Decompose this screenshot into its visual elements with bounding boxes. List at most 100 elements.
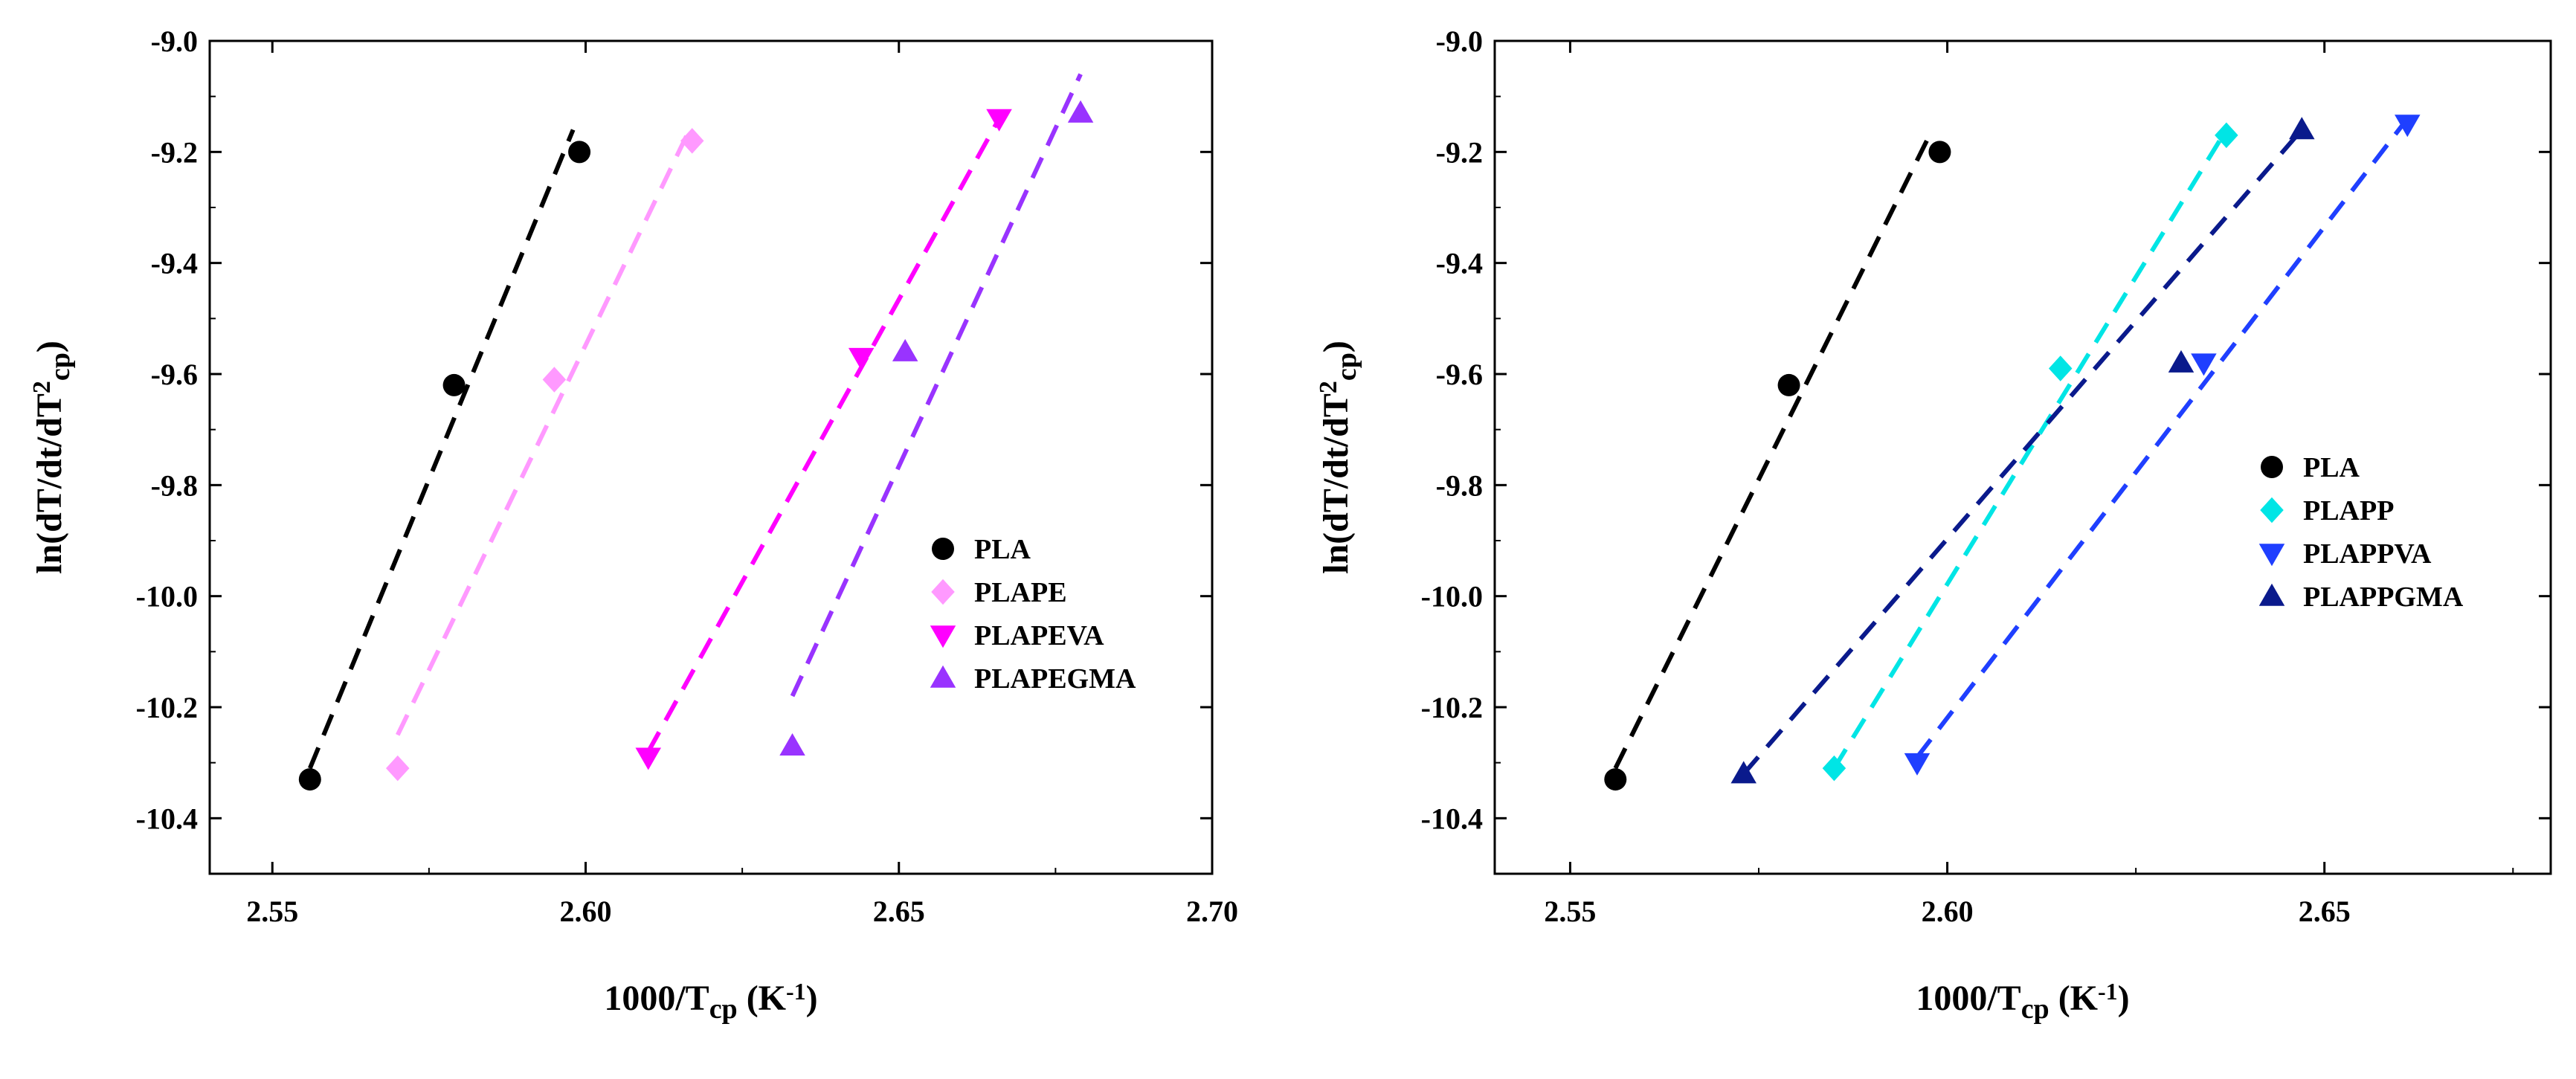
data-point-plape bbox=[680, 128, 704, 154]
legend-label: PLAPEGMA bbox=[974, 663, 1136, 695]
data-point-plapegma bbox=[892, 338, 918, 361]
y-axis-title-sub: cp bbox=[1331, 352, 1362, 381]
fit-line-plappgma bbox=[1742, 128, 2304, 776]
data-point-pla bbox=[298, 768, 321, 791]
data-point-pla bbox=[442, 373, 466, 396]
y-axis-title-sub: cp bbox=[45, 352, 76, 381]
x-axis-title-unit: (K bbox=[738, 979, 786, 1018]
x-axis-title: 1000/Tcp (K-1) bbox=[604, 978, 817, 1025]
data-point-plapp bbox=[2048, 355, 2073, 381]
legend-label: PLA bbox=[974, 534, 1031, 565]
chart-panel-1: 2.55 2.60 2.65 2.70 -9.0 -9.2 -9.4 -9.6 -9.8 -10.… bbox=[28, 25, 1238, 1025]
y-tick-label: -10.2 bbox=[1421, 691, 1483, 724]
data-point-plappva bbox=[1904, 753, 1931, 776]
data-point-plape bbox=[542, 367, 567, 393]
x-axis-title-sup: -1 bbox=[2098, 978, 2118, 1005]
y-axis-title: ln(dT/dt/dT2cp) bbox=[28, 341, 77, 574]
y-tick-label: -9.6 bbox=[151, 358, 198, 391]
x-axis-title-sub: cp bbox=[2021, 993, 2049, 1025]
legend-marker-plapegma bbox=[930, 665, 956, 688]
fit-line-pla bbox=[308, 129, 576, 770]
fit-line-plapp bbox=[1832, 128, 2229, 770]
data-point-plapeva bbox=[635, 747, 661, 770]
y-tick-label: -9.6 bbox=[1436, 358, 1483, 391]
data-point-plapegma bbox=[1067, 100, 1094, 123]
data-point-plappva bbox=[2191, 353, 2217, 376]
x-axis-title-close: ) bbox=[806, 979, 818, 1018]
y-axis-title-main: ln(dT/dt/dT bbox=[30, 393, 69, 574]
legend-label: PLAPEVA bbox=[974, 620, 1104, 651]
x-axis-title: 1000/Tcp (K-1) bbox=[1916, 978, 2129, 1025]
y-axis-title: ln(dT/dt/dT2cp) bbox=[1315, 341, 1363, 574]
x-tick-label: 2.65 bbox=[2299, 895, 2351, 928]
x-axis-title-main: 1000/T bbox=[604, 979, 709, 1018]
y-tick-label: -9.8 bbox=[1436, 468, 1483, 502]
fit-line-plapegma bbox=[790, 73, 1083, 698]
x-axis-title-sub: cp bbox=[709, 993, 738, 1025]
data-point-plapeva bbox=[986, 109, 1012, 132]
y-tick-label: -9.4 bbox=[1436, 247, 1483, 280]
data-point-plappgma bbox=[1730, 761, 1756, 784]
legend-label: PLA bbox=[2303, 452, 2360, 483]
x-axis-title-main: 1000/T bbox=[1916, 979, 2020, 1018]
y-axis-title-sup: 2 bbox=[28, 381, 56, 393]
data-point-plappgma bbox=[2168, 350, 2195, 373]
x-axis-title-close: ) bbox=[2118, 979, 2130, 1018]
y-tick-label: -10.2 bbox=[136, 691, 198, 724]
legend: PLA PLAPP PLAPPVA PLAPPGMA bbox=[2258, 452, 2464, 613]
data-point-pla bbox=[1604, 768, 1627, 791]
legend-marker-plape bbox=[931, 579, 955, 605]
legend-label: PLAPE bbox=[974, 577, 1067, 608]
y-tick-label: -10.0 bbox=[1421, 580, 1483, 613]
y-axis-title-main: ln(dT/dt/dT bbox=[1316, 393, 1356, 574]
data-point-plappva bbox=[2395, 115, 2421, 138]
fit-line-plappva bbox=[1915, 117, 2409, 759]
y-tick-label: -10.0 bbox=[136, 580, 198, 613]
y-tick-label: -9.0 bbox=[151, 25, 198, 58]
chart-panel-2: 2.55 2.60 2.65 -9.0 -9.2 -9.4 -9.6 -9.8 -10.0 -10… bbox=[1315, 25, 2552, 1025]
legend-marker-pla bbox=[2261, 456, 2283, 478]
x-tick-label: 2.60 bbox=[560, 895, 612, 928]
plot-frame bbox=[208, 39, 1214, 875]
x-axis-title-sup: -1 bbox=[786, 978, 806, 1005]
data-point-plapegma bbox=[779, 733, 805, 756]
y-tick-label: -10.4 bbox=[136, 802, 198, 835]
data-point-pla bbox=[1928, 141, 1951, 164]
y-tick-label: -9.2 bbox=[1436, 135, 1483, 169]
y-tick-label: -9.4 bbox=[151, 247, 198, 280]
data-point-plappgma bbox=[2289, 117, 2315, 140]
y-axis-title-sup: 2 bbox=[1315, 381, 1342, 393]
data-point-plapp bbox=[1822, 755, 1846, 782]
data-point-plapeva bbox=[848, 347, 875, 370]
legend-marker-plapp bbox=[2260, 497, 2284, 524]
legend-label: PLAPPGMA bbox=[2303, 582, 2464, 613]
legend-marker-pla bbox=[932, 538, 954, 560]
legend-label: PLAPPVA bbox=[2303, 538, 2432, 570]
x-tick-label: 2.65 bbox=[873, 895, 925, 928]
data-point-plapp bbox=[2215, 122, 2238, 149]
y-axis-title-close: ) bbox=[30, 341, 69, 352]
data-point-pla bbox=[568, 141, 591, 164]
fit-line-plape bbox=[396, 123, 695, 736]
legend-label: PLAPP bbox=[2303, 495, 2394, 526]
y-tick-label: -9.8 bbox=[151, 468, 198, 502]
x-tick-label: 2.60 bbox=[1922, 895, 1974, 928]
x-tick-label: 2.55 bbox=[1544, 895, 1596, 928]
legend-marker-plapeva bbox=[930, 625, 956, 648]
legend: PLA PLAPE PLAPEVA PLAPEGMA bbox=[930, 534, 1136, 695]
y-tick-label: -9.0 bbox=[1436, 25, 1483, 58]
x-tick-label: 2.70 bbox=[1186, 895, 1238, 928]
data-point-pla bbox=[1777, 373, 1800, 396]
x-axis-title-unit: (K bbox=[2049, 979, 2098, 1018]
y-axis-title-close: ) bbox=[1316, 341, 1356, 352]
y-tick-label: -10.4 bbox=[1421, 802, 1483, 835]
plot-frame bbox=[1493, 39, 2552, 875]
fit-line-pla bbox=[1613, 129, 1934, 770]
fit-line-plapeva bbox=[646, 117, 1002, 753]
legend-marker-plappva bbox=[2258, 544, 2285, 567]
x-tick-label: 2.55 bbox=[246, 895, 298, 928]
y-tick-label: -9.2 bbox=[151, 135, 198, 169]
data-point-plape bbox=[386, 755, 410, 782]
legend-marker-plappgma bbox=[2258, 583, 2285, 606]
